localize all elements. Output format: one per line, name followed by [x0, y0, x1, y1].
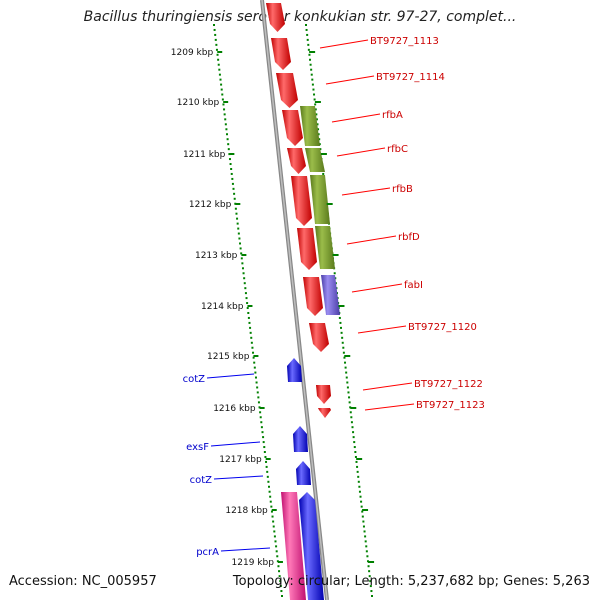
tick-label: 1215 kbp	[207, 352, 250, 362]
tick-label: 1210 kbp	[177, 98, 220, 108]
gene-arrow	[291, 176, 312, 226]
gene-arrow	[276, 73, 298, 108]
gene-label-forward: rfbC	[387, 144, 408, 155]
gene-label-reverse: cotZ	[183, 374, 206, 385]
gene-arrow	[271, 38, 291, 70]
leader-line	[220, 547, 271, 552]
accession-text: Accession: NC_005957	[9, 574, 157, 589]
gene-label-reverse: exsF	[186, 442, 209, 453]
leader-line	[331, 113, 381, 123]
gene-bar	[310, 175, 330, 224]
gene-label-forward: BT9727_1113	[370, 36, 439, 47]
tick-dots-left	[213, 24, 283, 597]
tick-label: 1214 kbp	[201, 302, 244, 312]
gene-arrow	[309, 323, 329, 352]
gene-label-forward: rfbB	[392, 184, 413, 195]
gene-arrow	[297, 228, 317, 270]
leader-line	[351, 283, 403, 293]
gene-label-reverse: cotZ	[190, 475, 213, 486]
tick-label: 1209 kbp	[171, 48, 214, 58]
gene-arrow	[282, 110, 303, 146]
gene-arrow	[287, 148, 306, 174]
backbone	[260, 0, 329, 600]
leader-line	[213, 475, 264, 480]
gene-label-forward: BT9727_1123	[416, 400, 485, 411]
gene-label-forward: BT9727_1120	[408, 322, 477, 333]
leader-line	[341, 187, 391, 196]
gene-label-reverse: pcrA	[196, 547, 219, 558]
leader-line	[210, 441, 261, 447]
leader-line	[346, 235, 397, 245]
tick-label: 1212 kbp	[189, 200, 232, 210]
gene-label-forward: BT9727_1122	[414, 379, 483, 390]
leader-line	[325, 75, 375, 85]
map-title: Bacillus thuringiensis serovar konkukian…	[83, 9, 517, 25]
gene-label-forward: rbfD	[398, 232, 420, 243]
gene-labels: BT9727_1113 BT9727_1114 rfbA rfbC rfbB rbfD fa…	[183, 36, 485, 558]
tick-label: 1216 kbp	[213, 404, 256, 414]
gene-arrow	[316, 385, 331, 404]
tick-label: 1213 kbp	[195, 251, 238, 261]
leader-line	[357, 325, 407, 334]
tick-labels: 1209 kbp 1210 kbp 1211 kbp 1212 kbp 1213 kbp…	[171, 48, 375, 568]
leader-line	[319, 39, 369, 49]
gene-arrow	[299, 492, 324, 600]
gene-arrow	[266, 3, 285, 32]
leader-line	[336, 147, 386, 157]
gene-bar	[281, 492, 306, 600]
label-leaders	[206, 39, 415, 552]
gene-bar	[321, 275, 340, 315]
gene-label-forward: BT9727_1114	[376, 72, 445, 83]
gene-label-forward: rfbA	[382, 110, 403, 121]
gene-arrow	[296, 461, 311, 485]
gene-features	[266, 3, 340, 600]
tick-label: 1211 kbp	[183, 150, 226, 160]
topology-text: Topology: circular; Length: 5,237,682 bp…	[232, 574, 590, 589]
leader-line	[362, 382, 413, 391]
tick-label: 1217 kbp	[219, 455, 262, 465]
tick-label: 1219 kbp	[232, 558, 275, 568]
backbone-highlight	[261, 0, 328, 600]
gene-bar	[315, 226, 335, 269]
gene-arrow	[303, 277, 323, 316]
gene-bar	[305, 148, 325, 172]
gene-bar	[300, 106, 320, 146]
gene-arrow	[318, 408, 331, 418]
leader-line	[364, 403, 415, 411]
gene-arrow	[293, 426, 308, 452]
gene-label-forward: fabI	[404, 280, 423, 291]
gene-arrow	[287, 358, 302, 382]
leader-line	[206, 373, 255, 379]
tick-label: 1218 kbp	[225, 506, 268, 516]
